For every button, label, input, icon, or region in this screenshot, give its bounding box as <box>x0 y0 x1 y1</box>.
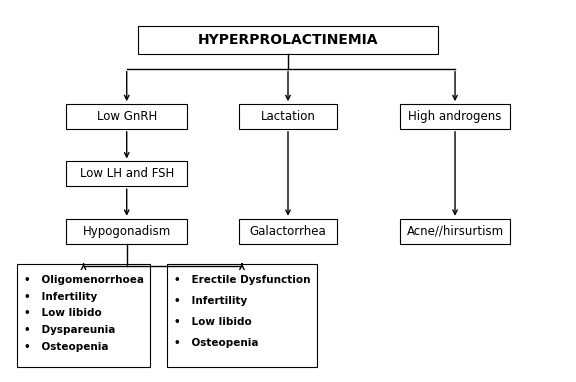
Text: •   Infertility: • Infertility <box>24 291 97 302</box>
FancyBboxPatch shape <box>138 26 438 54</box>
Text: •   Oligomenorrhoea: • Oligomenorrhoea <box>24 275 144 285</box>
FancyBboxPatch shape <box>400 219 510 244</box>
Text: •   Osteopenia: • Osteopenia <box>174 338 259 348</box>
Text: •   Infertility: • Infertility <box>174 296 247 306</box>
Text: •   Low libido: • Low libido <box>174 317 252 327</box>
Text: Galactorrhea: Galactorrhea <box>249 225 327 238</box>
Text: Acne//hirsurtism: Acne//hirsurtism <box>407 225 503 238</box>
FancyBboxPatch shape <box>66 161 187 186</box>
Text: •   Dyspareunia: • Dyspareunia <box>24 325 116 335</box>
Text: •   Low libido: • Low libido <box>24 308 102 319</box>
Text: •   Erectile Dysfunction: • Erectile Dysfunction <box>174 275 310 285</box>
FancyBboxPatch shape <box>17 264 150 367</box>
Text: Hypogonadism: Hypogonadism <box>82 225 171 238</box>
FancyBboxPatch shape <box>239 219 337 244</box>
Text: Low LH and FSH: Low LH and FSH <box>79 167 174 180</box>
Text: HYPERPROLACTINEMIA: HYPERPROLACTINEMIA <box>198 33 378 47</box>
Text: High androgens: High androgens <box>408 110 502 123</box>
FancyBboxPatch shape <box>167 264 317 367</box>
Text: •   Osteopenia: • Osteopenia <box>24 342 109 352</box>
Text: Lactation: Lactation <box>260 110 316 123</box>
FancyBboxPatch shape <box>400 104 510 129</box>
FancyBboxPatch shape <box>66 104 187 129</box>
FancyBboxPatch shape <box>66 219 187 244</box>
FancyBboxPatch shape <box>239 104 337 129</box>
Text: Low GnRH: Low GnRH <box>97 110 157 123</box>
